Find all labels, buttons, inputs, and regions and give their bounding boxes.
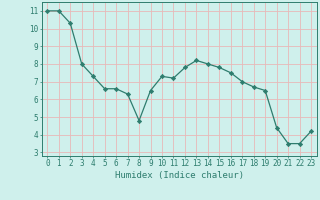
X-axis label: Humidex (Indice chaleur): Humidex (Indice chaleur) bbox=[115, 171, 244, 180]
